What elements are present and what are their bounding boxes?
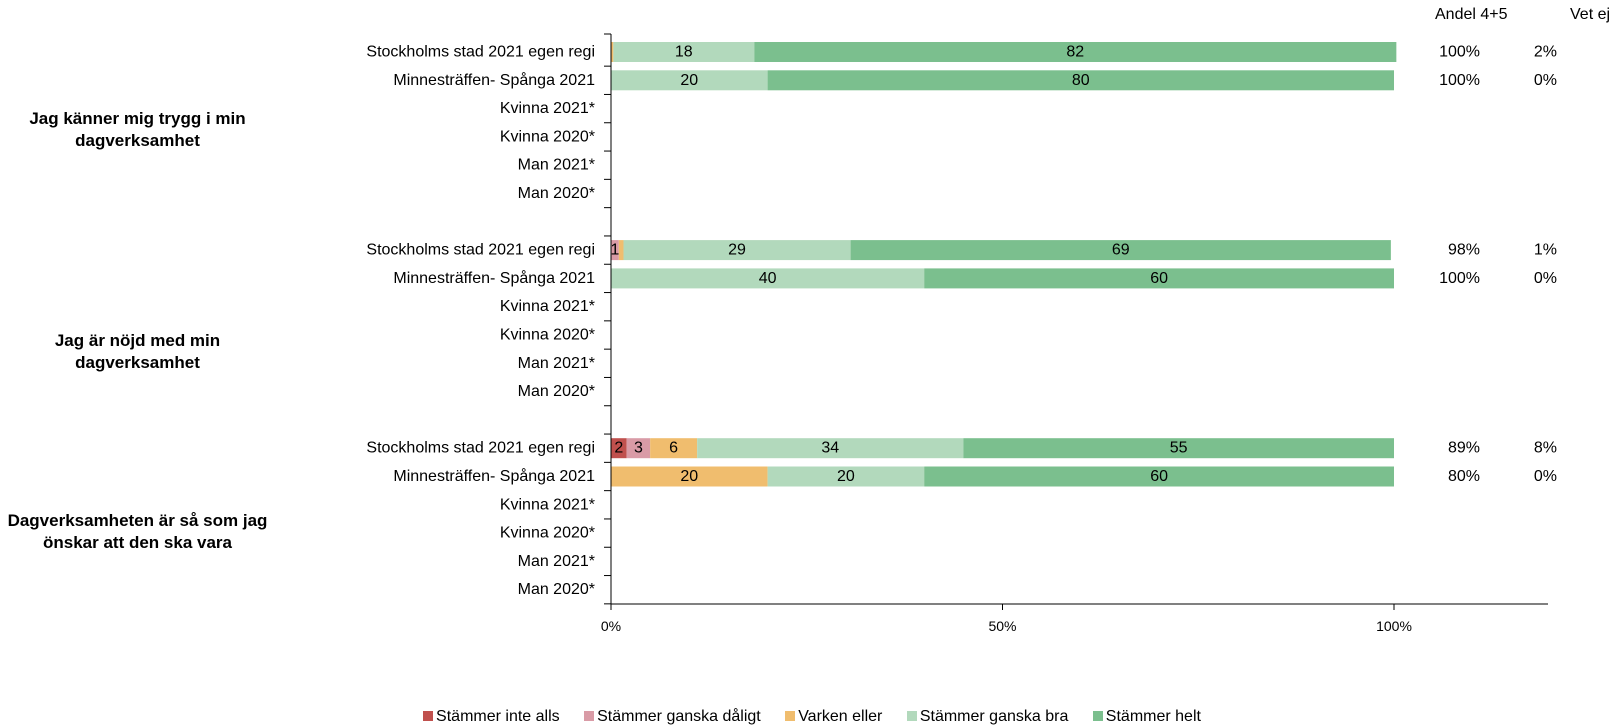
category-label: Kvinna 2021* [500,496,595,513]
bar-segment [626,438,651,459]
category-label: Minnesträffen- Spånga 2021 [393,269,595,287]
legend-label: Varken eller [798,708,883,725]
bar-segment [611,240,619,261]
legend-item-inte-alls: Stämmer inte alls [423,708,560,726]
legend-label: Stämmer ganska dåligt [597,708,761,725]
data-label: 34 [821,440,839,457]
legend-label: Stämmer ganska bra [919,708,1069,725]
bar-segment [623,240,851,261]
andel-value: 80% [1448,468,1480,485]
category-label: Kvinna 2020* [500,525,595,542]
data-label: 20 [680,468,698,485]
bar-segment [754,42,1397,62]
category-label: Man 2021* [518,553,595,570]
bar-segment [924,268,1394,289]
vetej-value: 8% [1534,440,1557,457]
andel-value: 100% [1439,270,1480,287]
data-label: 2 [614,440,623,457]
bar-segment [650,438,698,459]
category-label: Stockholms stad 2021 egen regi [366,44,595,61]
bar-segment [767,466,925,487]
category-label: Man 2021* [518,355,595,372]
data-label: 20 [837,468,855,485]
andel-value: 89% [1448,440,1480,457]
legend-swatch [423,711,434,721]
vetej-value: 0% [1534,270,1557,287]
bar-segment [613,42,755,62]
vetej-value: 1% [1534,242,1557,259]
legend-item-helt: Stämmer helt [1092,708,1201,726]
andel-value: 100% [1439,72,1480,89]
data-label: 82 [1066,44,1084,61]
bar-segment [611,268,925,289]
andel-column-header: Andel 4+5 [1435,6,1508,23]
andel-value: 100% [1439,44,1480,61]
vetej-value: 0% [1534,468,1557,485]
legend-swatch [584,711,595,721]
andel-value: 98% [1448,242,1480,259]
legend-label: Stämmer helt [1105,708,1201,725]
data-label: 18 [675,44,693,61]
legend-item-ganska-daligt: Stämmer ganska dåligt [584,708,761,726]
bar-segment [611,42,614,62]
category-label: Man 2020* [518,581,595,598]
bar-segment [850,240,1391,261]
data-label: 60 [1150,468,1168,485]
data-label: 1 [610,242,619,259]
bar-segment [963,438,1394,459]
category-label: Kvinna 2020* [500,327,595,344]
category-label: Minnesträffen- Spånga 2021 [393,467,595,485]
x-tick-label: 50% [988,618,1016,634]
bar-segment [611,70,768,91]
category-label: Man 2020* [518,185,595,202]
data-label: 3 [634,440,643,457]
data-label: 20 [680,72,698,89]
legend-swatch [906,711,917,721]
data-label: 40 [759,270,777,287]
category-label: Minnesträffen- Spånga 2021 [393,71,595,89]
bar-segment [697,438,964,459]
data-label: 69 [1112,242,1130,259]
bar-segment [924,466,1394,487]
data-label: 80 [1072,72,1090,89]
legend-item-varken-eller: Varken eller [785,708,882,726]
vetej-value: 0% [1534,72,1557,89]
data-label: 60 [1150,270,1168,287]
bar-segment [767,70,1394,91]
data-label: 6 [669,440,678,457]
category-label: Kvinna 2021* [500,298,595,315]
category-label: Kvinna 2020* [500,128,595,145]
data-label: 29 [728,242,746,259]
category-label: Man 2020* [518,383,595,400]
legend-swatch [1092,711,1103,721]
group-title-trygg: Jag känner mig trygg i min dagverksamhet [29,109,246,150]
chart-legend: Stämmer inte alls Stämmer ganska dåligt … [0,708,1624,726]
vetej-value: 2% [1534,44,1557,61]
x-tick-label: 100% [1376,618,1412,634]
category-label: Man 2021* [518,157,595,174]
legend-swatch [785,711,796,721]
category-label: Stockholms stad 2021 egen regi [366,242,595,259]
group-title-onskar: Dagverksamheten är så som jag önskar att… [7,511,268,552]
vetej-column-header: Vet ej [1570,6,1611,23]
data-label: 55 [1170,440,1188,457]
x-tick-label: 0% [601,618,621,634]
category-label: Stockholms stad 2021 egen regi [366,440,595,457]
category-label: Kvinna 2021* [500,100,595,117]
bar-segment [611,438,627,459]
legend-label: Stämmer inte alls [436,708,560,725]
bar-segment [611,466,768,487]
legend-item-ganska-bra: Stämmer ganska bra [906,708,1069,726]
bar-segment [618,240,624,261]
group-title-nojd: Jag är nöjd med min dagverksamhet [54,331,221,372]
